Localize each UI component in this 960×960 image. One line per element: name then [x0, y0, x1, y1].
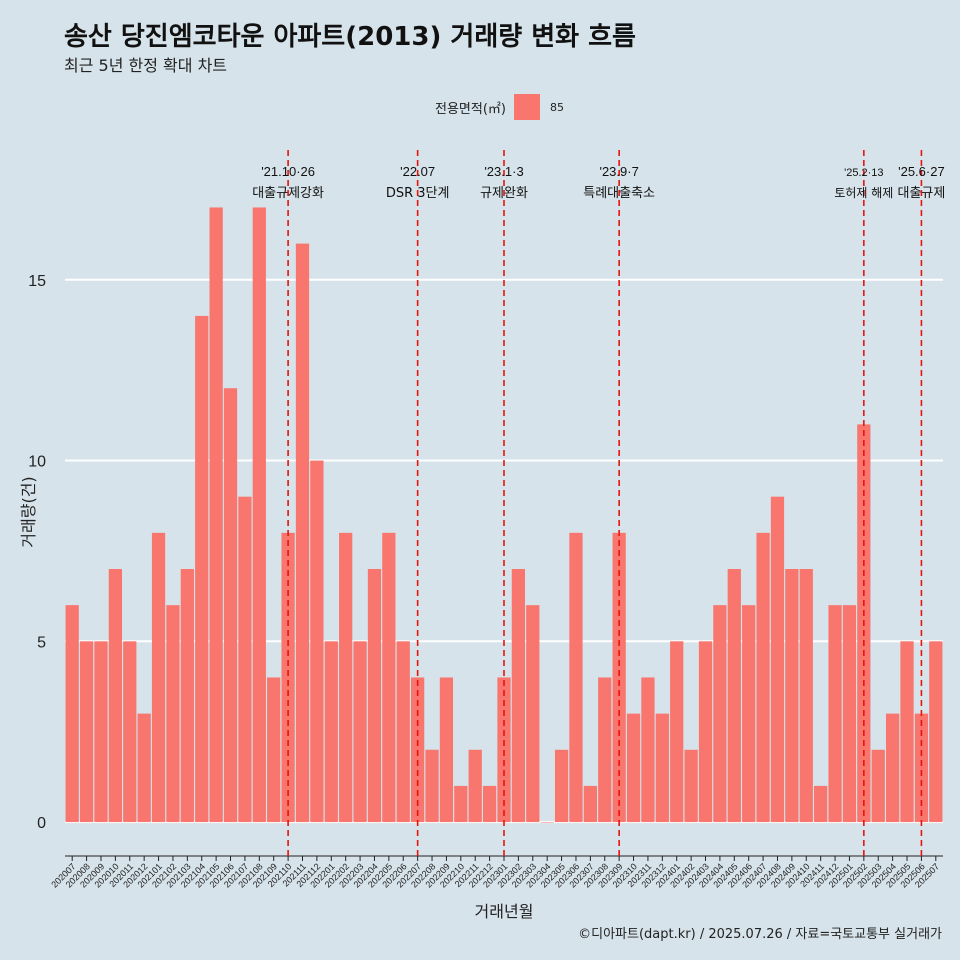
bar-202307 [583, 785, 597, 823]
bar-202308 [598, 677, 612, 823]
event-date-label: '25.6·27 [898, 164, 945, 179]
bar-202304 [540, 822, 554, 823]
bar-202408 [770, 496, 785, 823]
bar-202106 [223, 388, 238, 823]
bar-202205 [382, 532, 396, 823]
bar-202412 [828, 605, 842, 823]
x-axis-label: 거래년월 [474, 902, 534, 921]
bar-202409 [785, 569, 799, 823]
bar-202504 [886, 713, 900, 823]
bar-202507 [929, 641, 943, 823]
event-date-label: '22.07 [400, 164, 435, 179]
event-date-label: '21.10·26 [261, 164, 315, 179]
bar-202210 [454, 785, 468, 823]
event-date-label: '25.2·13 [844, 167, 883, 179]
bar-202011 [123, 641, 137, 823]
bar-202406 [742, 605, 756, 823]
bar-202401 [670, 641, 684, 823]
bar-202310 [626, 713, 641, 823]
legend-color-key [513, 94, 540, 120]
bar-202410 [799, 569, 813, 823]
event-name-label: 대출규제 [897, 186, 945, 201]
bar-202309 [612, 532, 626, 823]
event-name-label: 대출규제강화 [252, 186, 324, 201]
bar-202302 [511, 569, 526, 823]
bar-202201 [324, 641, 338, 823]
y-tick-label: 5 [37, 634, 46, 651]
bar-202008 [79, 641, 94, 823]
event-date-label: '23.1·3 [484, 164, 523, 179]
bar-202104 [195, 315, 209, 823]
bar-202007 [65, 605, 79, 823]
bar-202111 [295, 243, 310, 823]
bar-202102 [166, 605, 180, 823]
y-tick-label: 15 [28, 273, 46, 290]
event-name-label: DSR 3단계 [386, 186, 450, 201]
chart-subtitle: 최근 5년 한정 확대 차트 [64, 56, 228, 75]
y-axis-label: 거래량(건) [19, 476, 38, 548]
bar-202108 [252, 207, 266, 823]
bar-202107 [238, 496, 252, 823]
bar-202212 [482, 785, 497, 823]
bar-202207 [411, 677, 425, 823]
bar-202204 [367, 569, 382, 823]
bar-202112 [310, 460, 324, 823]
bar-202105 [209, 207, 223, 823]
bar-202206 [396, 641, 410, 823]
y-tick-label: 10 [28, 454, 46, 471]
bar-202010 [108, 569, 122, 823]
bar-202211 [468, 749, 482, 823]
event-name-label: 규제완화 [480, 186, 528, 201]
bar-202203 [353, 641, 367, 823]
bar-202505 [900, 641, 914, 823]
bar-202503 [871, 749, 885, 823]
bar-202012 [137, 713, 151, 823]
bar-202009 [94, 641, 108, 823]
bar-202407 [756, 532, 770, 823]
bar-202411 [814, 785, 828, 823]
bar-202109 [267, 677, 281, 823]
event-name-label: 토허제 해제 [834, 186, 893, 200]
bar-202405 [727, 569, 741, 823]
bar-202306 [569, 532, 583, 823]
bar-202305 [554, 749, 569, 823]
bar-202506 [914, 713, 929, 823]
bar-202303 [526, 605, 540, 823]
bar-202402 [684, 749, 698, 823]
event-date-label: '23.9·7 [599, 164, 638, 179]
bar-202202 [339, 532, 353, 823]
legend: 전용면적(㎡) 85 [435, 92, 564, 122]
legend-label: 85 [549, 100, 564, 114]
bar-202101 [151, 532, 166, 823]
bar-202209 [439, 677, 454, 823]
bar-202208 [425, 749, 439, 823]
legend-title: 전용면적(㎡) [435, 101, 506, 117]
bar-202404 [713, 605, 727, 823]
event-name-label: 특례대출축소 [583, 186, 655, 201]
bar-202403 [698, 641, 713, 823]
bar-202301 [497, 677, 511, 823]
bar-202311 [641, 677, 655, 823]
bar-202312 [655, 713, 669, 823]
chart-title: 송산 당진엠코타운 아파트(2013) 거래량 변화 흐름 [64, 22, 636, 52]
bar-202103 [180, 569, 194, 823]
y-tick-label: 0 [37, 815, 46, 832]
bar-202501 [842, 605, 857, 823]
bar-202110 [281, 532, 295, 823]
source-caption: ©디아파트(dapt.kr) / 2025.07.26 / 자료=국토교통부 실… [578, 927, 942, 942]
